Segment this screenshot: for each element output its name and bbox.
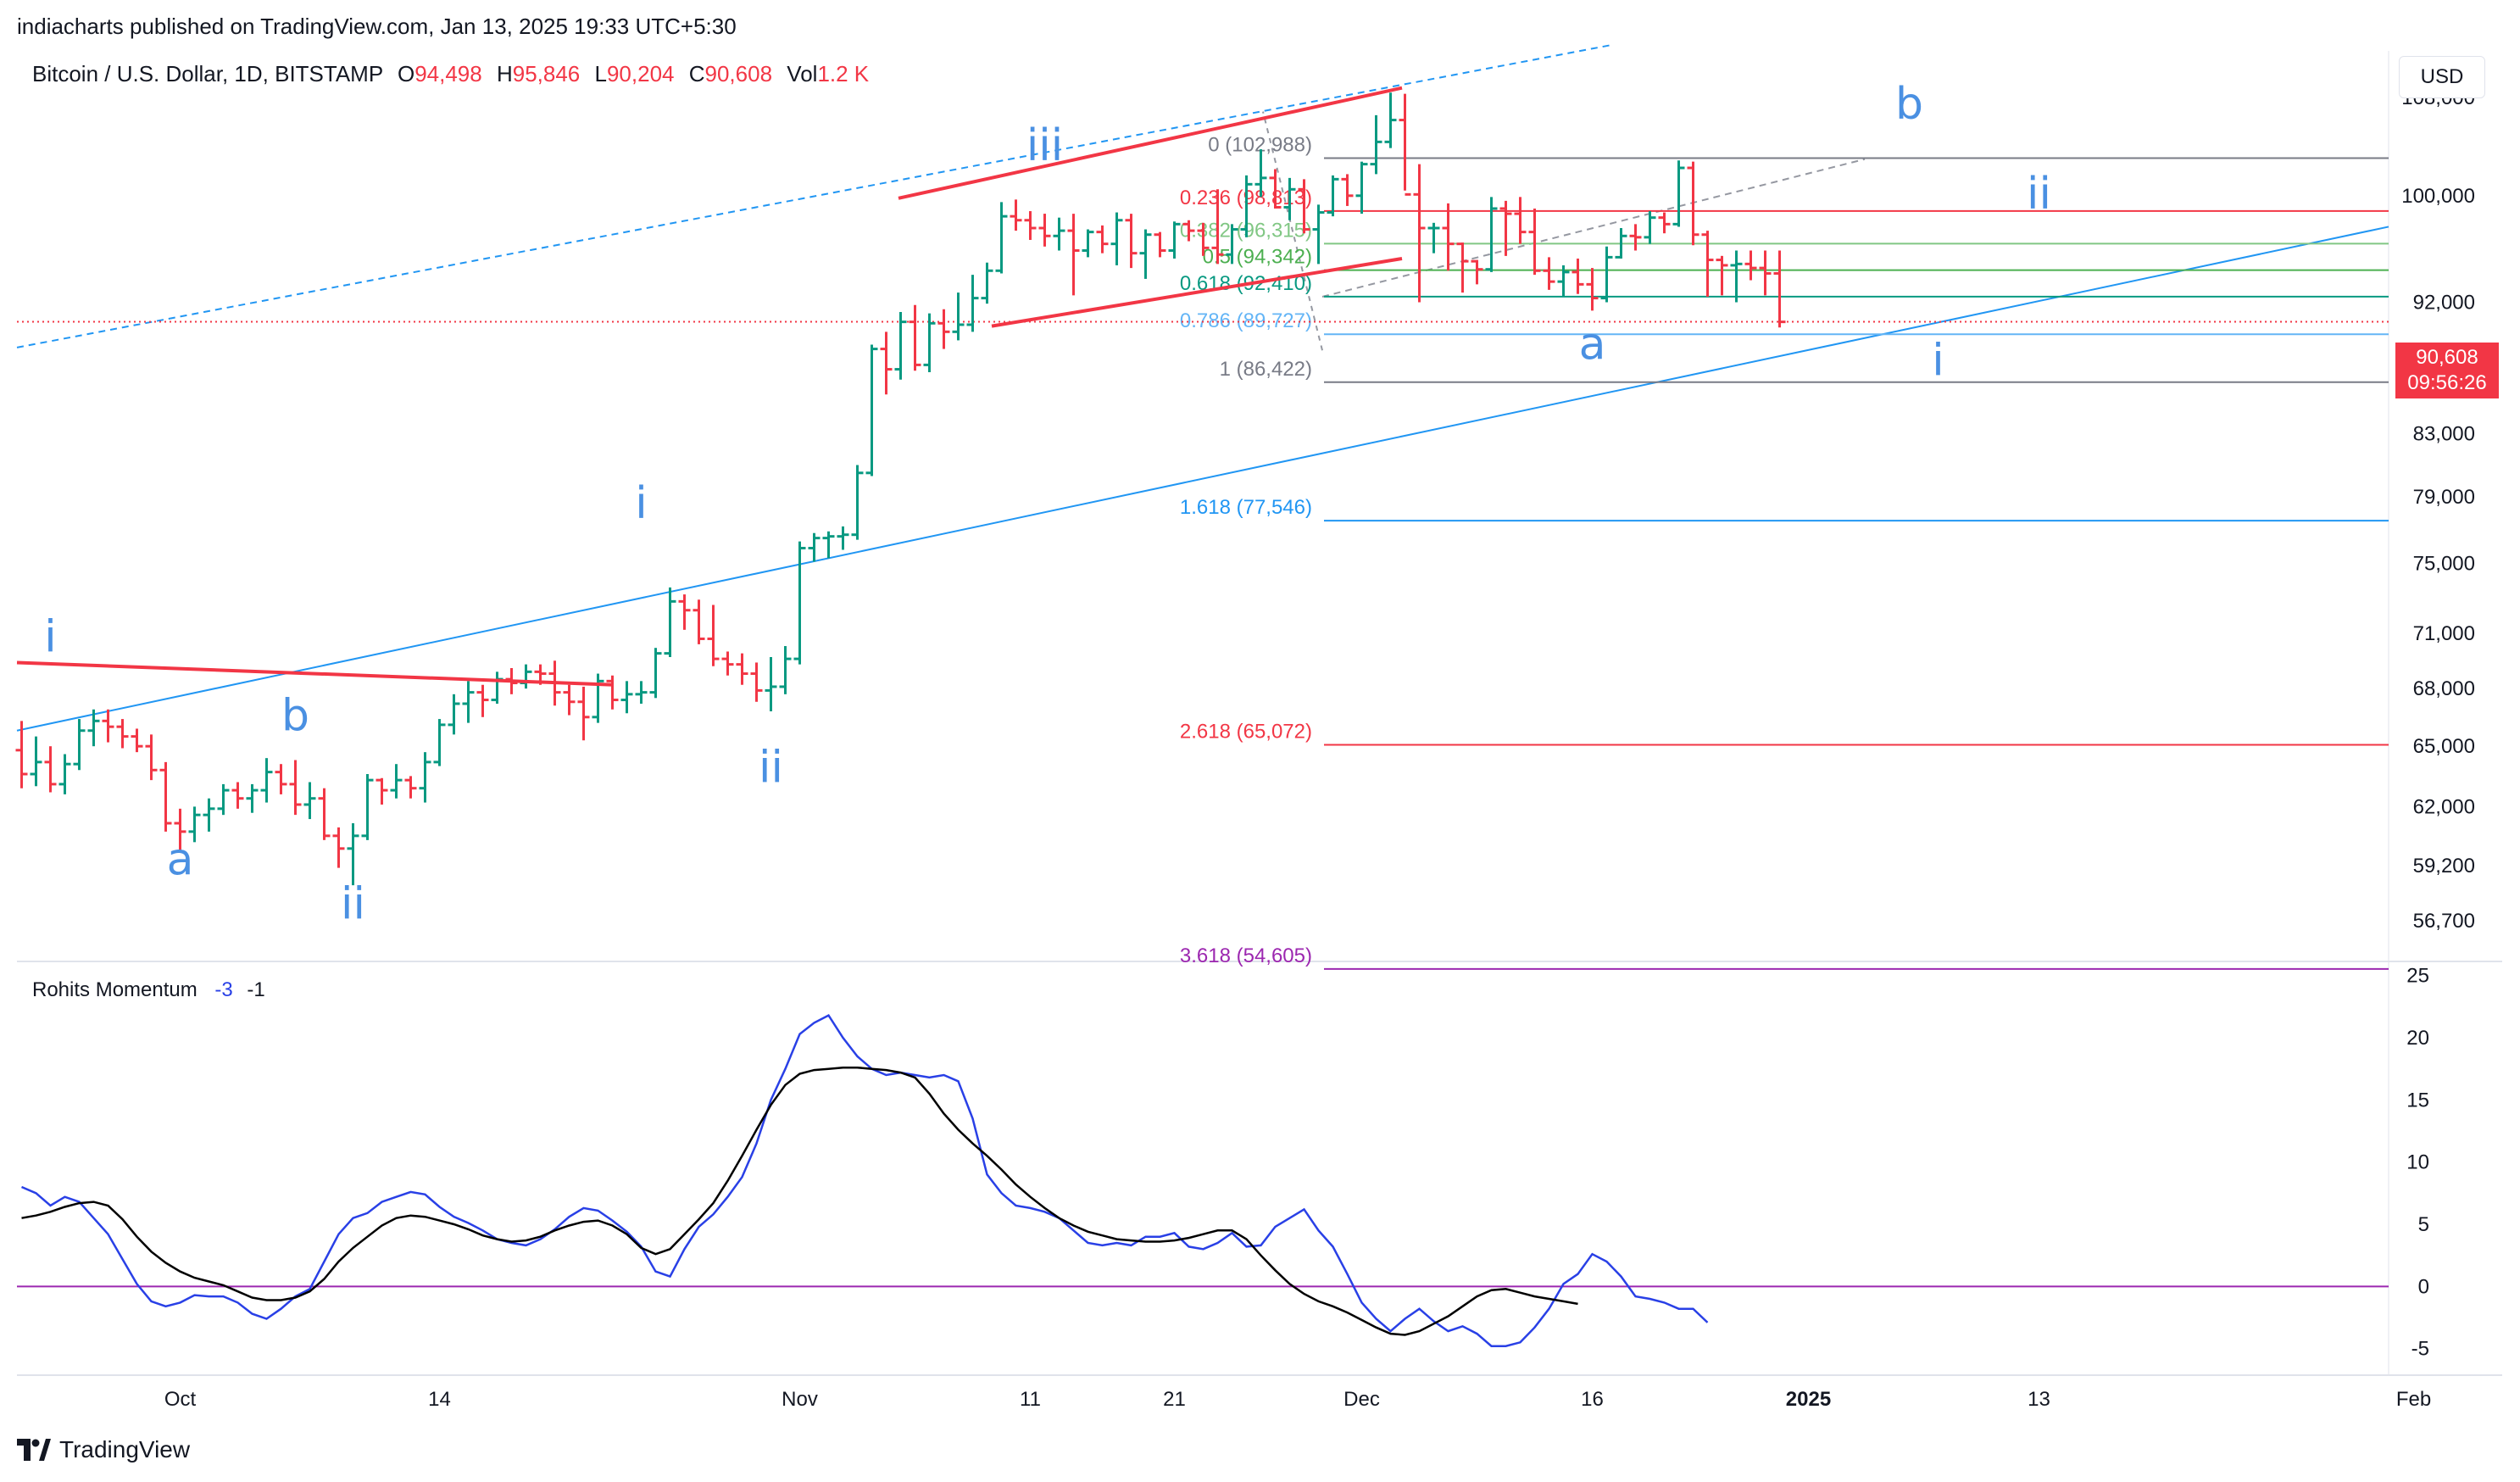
time-axis-tick-label: Oct (164, 1388, 197, 1411)
volume-label: Vol (787, 61, 818, 86)
currency-button[interactable]: USD (2399, 56, 2485, 98)
time-axis-tick-label: 21 (1163, 1388, 1186, 1411)
price-axis-tick-label: 62,000 (2413, 795, 2475, 818)
price-axis-tick-label: 75,000 (2413, 552, 2475, 575)
low-value: 90,204 (606, 61, 675, 86)
retracement-dashed-diagonal (1262, 111, 1323, 351)
wave-label: ii (2027, 169, 2051, 220)
time-axis-tick-label: 2025 (1786, 1388, 1831, 1411)
fib-level-label: 3.618 (54,605) (1180, 944, 1312, 967)
wave-label: a (167, 834, 194, 885)
wave-label: i (1932, 335, 1944, 386)
wave-label: ii (341, 878, 365, 929)
price-axis-tick-label: 100,000 (2401, 185, 2475, 208)
price-axis-tick-label: 59,200 (2413, 855, 2475, 878)
upper-channel-dashed-line (16, 44, 1611, 348)
indicator-param-2: -1 (247, 978, 265, 1001)
fib-level-label: 2.618 (65,072) (1180, 721, 1312, 744)
tradingview-logo-icon (17, 1439, 51, 1461)
indicator-axis-tick-label: -5 (2412, 1338, 2429, 1361)
time-axis-tick-label: 14 (428, 1388, 451, 1411)
time-axis-tick-label: 16 (1581, 1388, 1604, 1411)
wedge-lower-line (991, 257, 1403, 328)
last-price-tag: 90,608 09:56:26 (2395, 343, 2499, 398)
time-axis-tick-label: Nov (782, 1388, 818, 1411)
wedge-upper-line (898, 86, 1403, 200)
indicator-param-1: -3 (214, 978, 233, 1001)
indicator-axis-tick-label: 20 (2406, 1027, 2429, 1050)
indicator-legend[interactable]: Rohits Momentum -3 -1 (32, 978, 265, 1002)
wave-channel-dashed-line (1321, 158, 1866, 298)
indicator-name[interactable]: Rohits Momentum (32, 978, 197, 1001)
close-value: 90,608 (704, 61, 773, 86)
close-label: C (688, 61, 705, 86)
open-label: O (397, 61, 415, 86)
wave-label: ii (759, 743, 783, 794)
wave-label: a (1579, 320, 1606, 370)
time-axis-tick-label: Feb (2396, 1388, 2431, 1411)
time-axis-tick-label: 13 (2028, 1388, 2050, 1411)
last-price: 90,608 (2416, 346, 2478, 369)
high-label: H (496, 61, 513, 86)
time-axis-tick-label: 11 (1020, 1388, 1041, 1411)
symbol-name[interactable]: Bitcoin / U.S. Dollar, 1D, BITSTAMP (32, 61, 383, 86)
price-axis-tick-label: 65,000 (2413, 735, 2475, 758)
fib-level-label: 1 (86,422) (1220, 358, 1312, 381)
indicator-axis-tick-label: 10 (2406, 1151, 2429, 1174)
indicator-axis-tick-label: 5 (2418, 1213, 2429, 1236)
indicator-axis-tick-label: 15 (2406, 1089, 2429, 1112)
tradingview-logo[interactable]: TradingView (17, 1436, 190, 1463)
price-axis-tick-label: 79,000 (2413, 486, 2475, 509)
fib-level-label: 0.5 (94,342) (1203, 246, 1312, 269)
momentum-signal-line (21, 1066, 1578, 1336)
indicator-axis-tick-label: 25 (2406, 965, 2429, 988)
wave-label: b (281, 691, 309, 742)
symbol-legend[interactable]: Bitcoin / U.S. Dollar, 1D, BITSTAMP O94,… (32, 61, 869, 87)
price-axis-tick-label: 56,700 (2413, 910, 2475, 933)
publish-line: indiacharts published on TradingView.com… (17, 14, 737, 39)
open-value: 94,498 (414, 61, 482, 86)
low-label: L (594, 61, 607, 86)
price-axis-tick-label: 92,000 (2413, 292, 2475, 315)
fib-level-label: 0.786 (89,727) (1180, 309, 1312, 332)
wave-trend-line (16, 660, 615, 687)
time-axis-tick-label: Dec (1343, 1388, 1380, 1411)
wave-label: i (44, 611, 56, 662)
high-value: 95,846 (512, 61, 581, 86)
wave-label: iii (1026, 120, 1063, 171)
bar-countdown: 09:56:26 (2407, 371, 2487, 394)
brand-name: TradingView (59, 1436, 191, 1462)
fib-level-label: 1.618 (77,546) (1180, 496, 1312, 519)
price-axis-tick-label: 71,000 (2413, 622, 2475, 645)
wave-label: i (635, 478, 647, 529)
volume-value: 1.2 K (817, 61, 870, 86)
lower-channel-trend-line (16, 226, 2389, 732)
price-axis-tick-label: 83,000 (2413, 423, 2475, 446)
wave-label: b (1895, 79, 1923, 130)
price-axis-tick-label: 68,000 (2413, 677, 2475, 700)
indicator-axis-tick-label: 0 (2418, 1275, 2429, 1298)
momentum-line (21, 1013, 1709, 1347)
